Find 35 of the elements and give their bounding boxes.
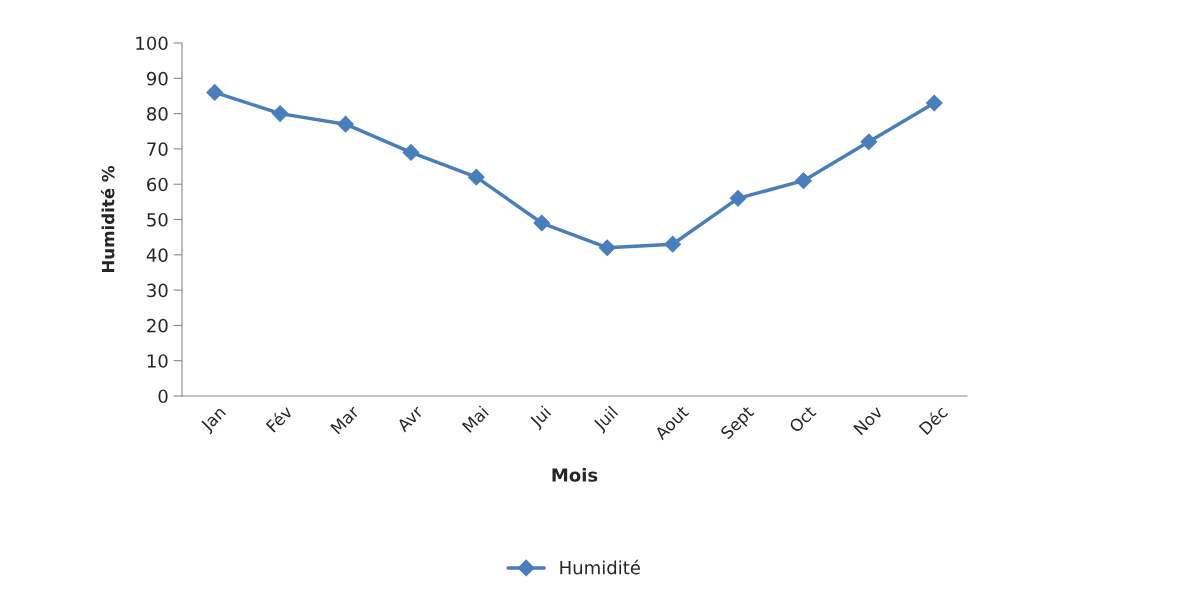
y-tick-label: 0 [158, 389, 168, 404]
x-tick-label: Avr [396, 404, 424, 433]
x-tick-label: Déc [917, 404, 949, 436]
point [925, 94, 943, 112]
point [206, 84, 224, 101]
point [795, 172, 812, 190]
y-tick-label: 50 [147, 212, 168, 227]
y-tick-label: 30 [147, 283, 168, 298]
y-tick-label: 90 [146, 71, 168, 86]
x-tick-label: Jan [199, 405, 229, 435]
y-tick-label: 100 [136, 36, 168, 51]
point [729, 189, 747, 207]
x-tick-label: Mar [330, 404, 361, 435]
point [337, 115, 354, 133]
point [533, 214, 551, 232]
x-axis-title: Mois [552, 467, 598, 482]
x-tick-label: Mai [461, 405, 490, 433]
x-tick-label: Oct [788, 404, 817, 434]
y-tick-label: 20 [147, 318, 168, 333]
point [271, 105, 289, 122]
point [468, 168, 485, 186]
point [860, 133, 878, 151]
y-tick-label: 80 [147, 107, 168, 121]
y-axis-title: Humidité % [100, 165, 115, 273]
x-tick-label: Fév [264, 404, 294, 433]
point [598, 239, 616, 257]
x-tick-label: Jui [528, 405, 554, 431]
y-tick-label: 40 [146, 248, 168, 262]
x-tick-label: Nov [853, 405, 884, 436]
y-tick-label: 10 [147, 354, 168, 368]
y-tick-label: 60 [147, 177, 168, 192]
point [664, 235, 681, 253]
legend-label: Humidité [560, 559, 640, 575]
point [402, 144, 420, 161]
y-tick-label: 70 [147, 142, 168, 157]
